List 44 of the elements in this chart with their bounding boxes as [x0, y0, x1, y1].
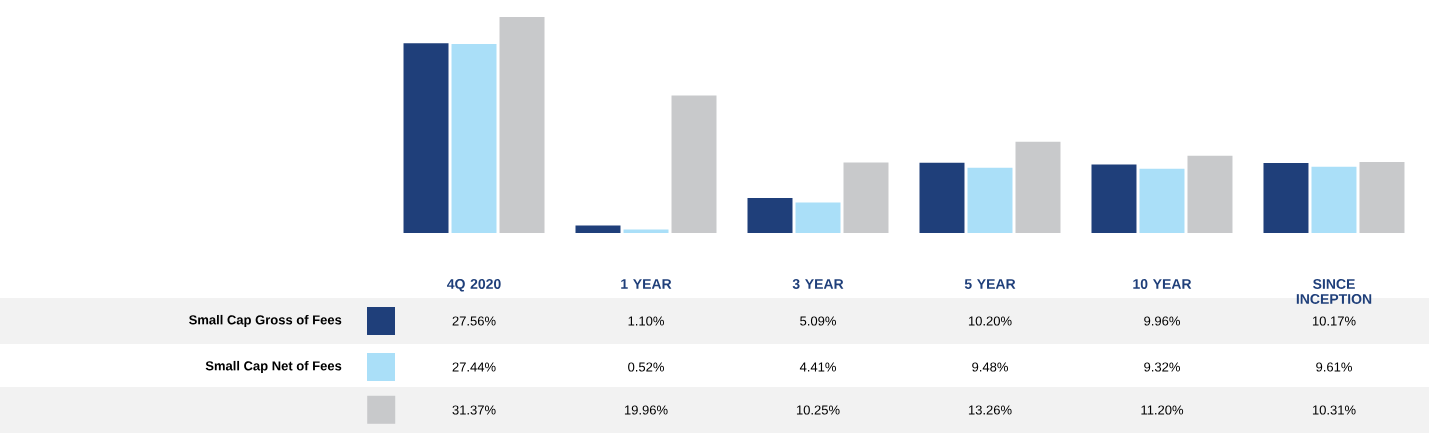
- bar: [747, 197, 793, 233]
- data-label: 31.37%: [452, 405, 496, 415]
- data-label: 11.20%: [1141, 405, 1184, 415]
- bar: [843, 162, 889, 233]
- bar: [1091, 164, 1137, 233]
- data-label: 10.17%: [1312, 316, 1356, 326]
- data-label: 10.25%: [796, 405, 840, 415]
- data-label: 13.26%: [968, 405, 1012, 415]
- data-label: 27.44%: [452, 362, 496, 372]
- data-label: 1.10%: [628, 316, 664, 326]
- x-tick-label: 5 YEAR: [964, 279, 1016, 289]
- data-label: 9.48%: [972, 362, 1008, 372]
- data-label: 9.32%: [1144, 362, 1180, 372]
- bar: [671, 95, 717, 233]
- bar: [403, 43, 449, 233]
- bar: [1187, 155, 1233, 233]
- bar: [967, 167, 1013, 233]
- data-label: 5.09%: [800, 316, 836, 326]
- x-tick-label: 3 YEAR: [792, 279, 844, 289]
- legend-label: Small Cap Net of Fees: [205, 360, 342, 374]
- bar: [623, 229, 669, 233]
- bar: [1359, 162, 1405, 233]
- data-label: 9.96%: [1144, 316, 1180, 326]
- bar: [1263, 162, 1309, 233]
- bar: [795, 202, 841, 233]
- data-label: 19.96%: [624, 405, 668, 415]
- x-tick-label: SINCE INCEPTION: [1296, 279, 1372, 304]
- x-tick-label: 1 YEAR: [621, 279, 672, 289]
- bar: [499, 16, 545, 233]
- bar: [451, 44, 497, 233]
- bar: [575, 225, 621, 233]
- data-label: 0.52%: [628, 362, 664, 372]
- bar: [1015, 141, 1061, 233]
- data-label: 10.31%: [1312, 405, 1356, 415]
- bar: [1139, 168, 1185, 233]
- bar: [919, 162, 965, 233]
- data-label: 9.61%: [1316, 362, 1352, 372]
- legend-label: Small Cap Gross of Fees: [189, 314, 342, 328]
- data-label: 4.41%: [799, 362, 836, 372]
- bar: [1311, 166, 1357, 233]
- data-label: 27.56%: [452, 316, 496, 326]
- x-tick-label: 10 YEAR: [1133, 279, 1192, 289]
- x-tick-label: 4Q 2020: [446, 279, 501, 292]
- data-label: 10.20%: [968, 316, 1012, 326]
